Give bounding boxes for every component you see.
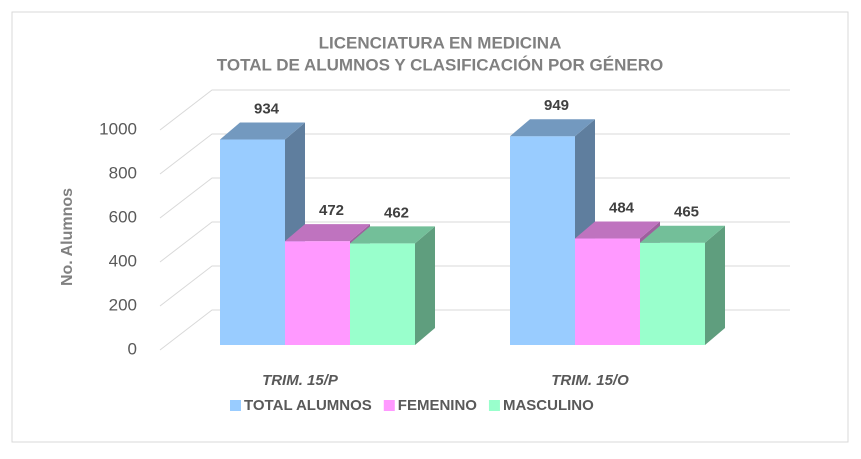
data-label: 465 — [674, 204, 699, 221]
data-label: 472 — [319, 202, 344, 219]
data-label: 462 — [384, 204, 409, 221]
data-label: 934 — [254, 100, 280, 117]
bar-front — [220, 139, 285, 345]
bar-front — [350, 243, 415, 345]
bar-top — [220, 122, 305, 140]
y-tick-label: 0 — [128, 339, 137, 358]
x-tick-label: TRIM. 15/P — [262, 372, 339, 389]
bar-side — [415, 226, 435, 345]
legend-swatch — [383, 400, 395, 411]
legend-label: TOTAL ALUMNOS — [244, 397, 372, 414]
data-label: 949 — [544, 97, 569, 114]
bar-top — [510, 119, 595, 137]
chart-title: LICENCIATURA EN MEDICINA — [319, 33, 562, 52]
bar-top — [640, 225, 725, 243]
bar-top — [285, 224, 370, 242]
chart-subtitle: TOTAL DE ALUMNOS Y CLASIFICACIÓN POR GÉN… — [217, 55, 663, 74]
y-tick-label: 600 — [109, 207, 137, 226]
bar — [350, 226, 435, 345]
x-tick-label: TRIM. 15/O — [551, 372, 629, 389]
grid-line — [159, 177, 790, 219]
bar-front — [285, 241, 350, 345]
legend-label: FEMENINO — [398, 397, 478, 414]
bar-side — [705, 225, 725, 345]
grid-line — [159, 89, 790, 131]
legend-label: MASCULINO — [503, 397, 594, 414]
bar-front — [640, 242, 705, 345]
y-tick-label: 1000 — [99, 119, 137, 138]
y-axis-label: No. Alumnos — [59, 188, 76, 286]
y-tick-label: 800 — [109, 163, 137, 182]
data-label: 484 — [609, 199, 635, 216]
bar-top — [350, 226, 435, 244]
legend-swatch — [230, 400, 241, 411]
y-tick-label: 400 — [109, 251, 137, 270]
bar — [640, 225, 725, 345]
bar-front — [510, 136, 575, 345]
legend-swatch — [488, 400, 500, 411]
y-tick-label: 200 — [109, 295, 137, 314]
bar-front — [575, 238, 640, 345]
grid-line — [159, 133, 790, 175]
bar — [220, 122, 305, 346]
bar-top — [575, 221, 660, 239]
